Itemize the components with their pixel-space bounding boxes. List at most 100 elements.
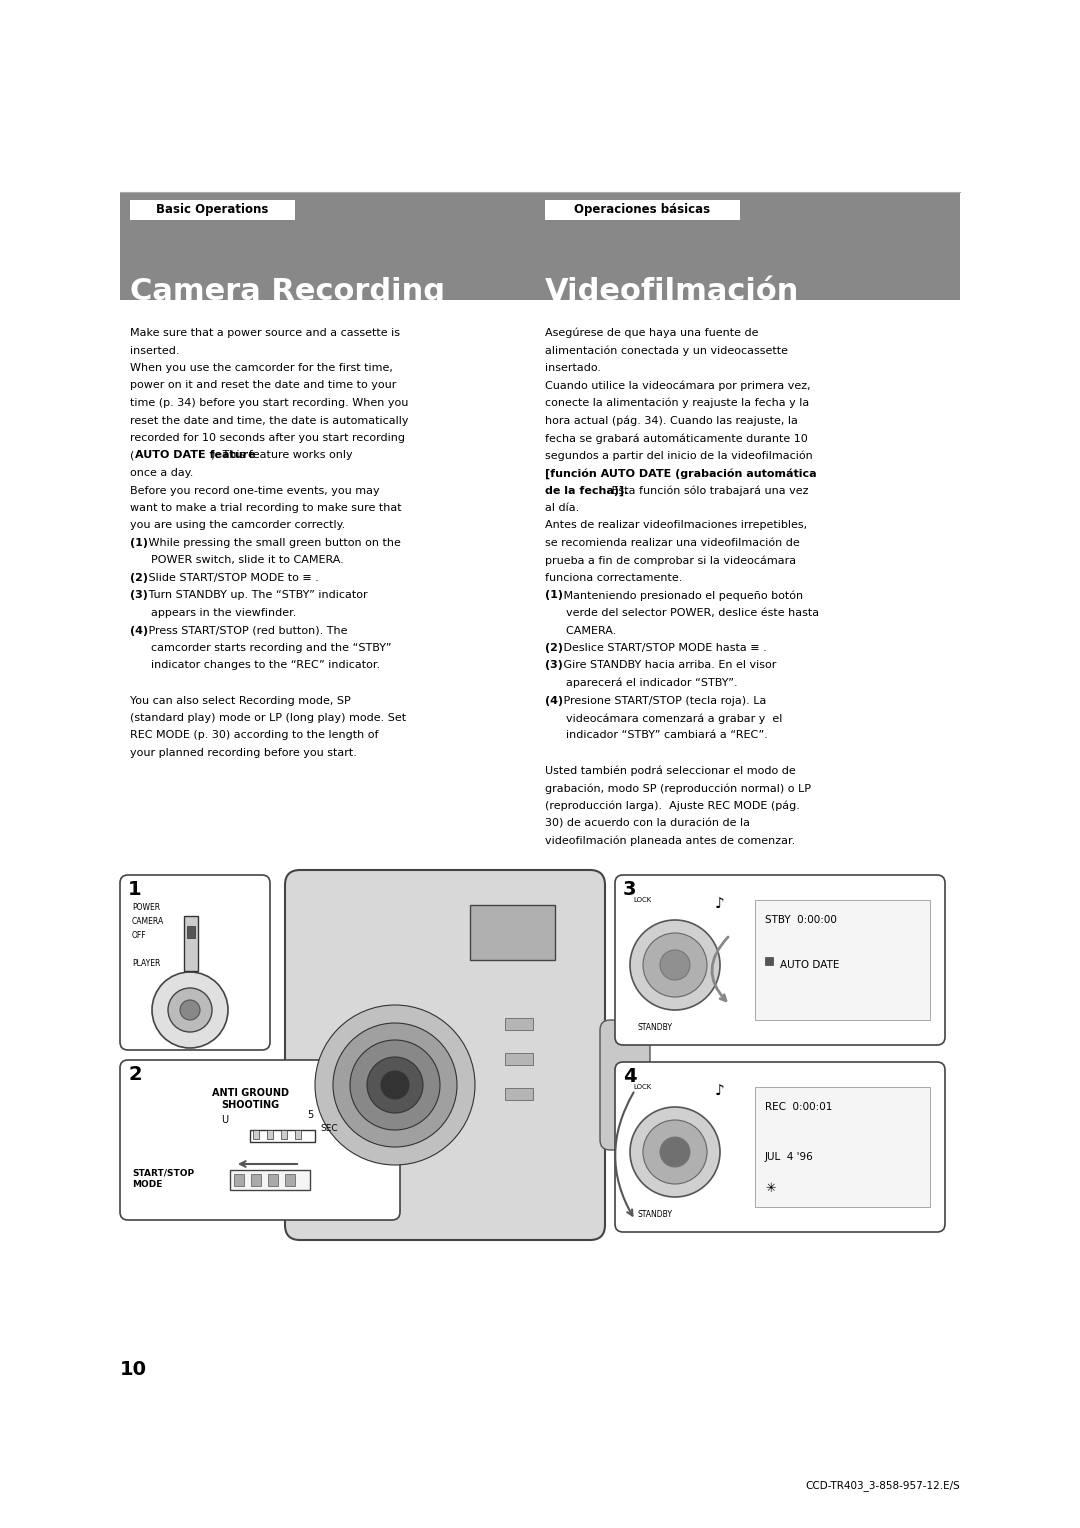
Text: (4): (4) (545, 695, 563, 706)
Text: Slide START/STOP MODE to ≡ .: Slide START/STOP MODE to ≡ . (145, 573, 319, 584)
Bar (470, 905, 555, 960)
Text: Gire STANDBY hacia arriba. En el visor: Gire STANDBY hacia arriba. En el visor (559, 660, 777, 671)
Bar (267, 1131, 273, 1138)
Text: Asegúrese de que haya una fuente de: Asegúrese de que haya una fuente de (545, 329, 758, 339)
Text: want to make a trial recording to make sure that: want to make a trial recording to make s… (130, 503, 402, 513)
Text: (: ( (130, 451, 134, 460)
Text: 1: 1 (129, 880, 141, 898)
Text: LOCK: LOCK (633, 1083, 651, 1089)
Bar (130, 200, 295, 220)
Circle shape (180, 999, 200, 1021)
Text: (3): (3) (545, 660, 563, 671)
Text: al día.: al día. (545, 503, 579, 513)
Text: camcorder starts recording and the “STBY”: camcorder starts recording and the “STBY… (130, 643, 391, 652)
Text: 5: 5 (307, 1109, 313, 1120)
Text: ). This feature works only: ). This feature works only (211, 451, 352, 460)
Text: JUL  4 '96: JUL 4 '96 (765, 1152, 813, 1161)
Text: CAMERA: CAMERA (132, 917, 164, 926)
FancyBboxPatch shape (120, 876, 270, 1050)
Text: Before you record one-time events, you may: Before you record one-time events, you m… (130, 486, 380, 495)
Text: segundos a partir del inicio de la videofilmación: segundos a partir del inicio de la video… (545, 451, 813, 461)
Text: recorded for 10 seconds after you start recording: recorded for 10 seconds after you start … (130, 432, 405, 443)
Bar (187, 926, 195, 938)
Text: POWER: POWER (132, 903, 160, 912)
Text: 3: 3 (623, 880, 636, 898)
Text: (2): (2) (130, 573, 148, 584)
Text: prueba a fin de comprobar si la videocámara: prueba a fin de comprobar si la videocám… (545, 556, 796, 565)
Text: START/STOP: START/STOP (132, 1167, 194, 1177)
Text: Esta función sólo trabajará una vez: Esta función sólo trabajará una vez (608, 486, 808, 497)
Bar (755, 900, 930, 1021)
Bar (755, 1086, 930, 1207)
Bar (765, 957, 773, 966)
Circle shape (381, 1071, 409, 1099)
Text: fecha se grabará automáticamente durante 10: fecha se grabará automáticamente durante… (545, 432, 808, 443)
Bar (249, 1131, 315, 1141)
Text: (2): (2) (545, 643, 563, 652)
Bar (285, 1174, 295, 1186)
Text: ♪: ♪ (715, 897, 725, 912)
Text: MODE: MODE (132, 1180, 162, 1189)
Bar (505, 1018, 534, 1030)
Text: indicator changes to the “REC” indicator.: indicator changes to the “REC” indicator… (130, 660, 380, 671)
Text: de la fecha)].: de la fecha)]. (545, 486, 629, 495)
Text: ✳: ✳ (765, 1183, 775, 1195)
Bar (251, 1174, 261, 1186)
Text: (1): (1) (545, 590, 563, 601)
Text: ANTI GROUND: ANTI GROUND (212, 1088, 288, 1099)
Text: U: U (221, 1115, 229, 1125)
Text: appears in the viewfinder.: appears in the viewfinder. (130, 608, 296, 617)
FancyBboxPatch shape (600, 1021, 650, 1151)
Text: STBY  0:00:00: STBY 0:00:00 (765, 915, 837, 924)
Text: STANDBY: STANDBY (637, 1210, 672, 1219)
Circle shape (660, 950, 690, 979)
Text: CCD-TR403_3-858-957-12.E/S: CCD-TR403_3-858-957-12.E/S (806, 1481, 960, 1491)
Text: Make sure that a power source and a cassette is: Make sure that a power source and a cass… (130, 329, 400, 338)
Text: funciona correctamente.: funciona correctamente. (545, 573, 683, 584)
Text: (reproducción larga).  Ajuste REC MODE (pág.: (reproducción larga). Ajuste REC MODE (p… (545, 801, 800, 811)
FancyBboxPatch shape (615, 1062, 945, 1232)
Text: When you use the camcorder for the first time,: When you use the camcorder for the first… (130, 364, 393, 373)
Text: 4: 4 (623, 1067, 636, 1086)
Circle shape (315, 1005, 475, 1164)
Text: AUTO DATE: AUTO DATE (780, 960, 839, 970)
Text: Usted también podrá seleccionar el modo de: Usted también podrá seleccionar el modo … (545, 766, 796, 776)
Text: power on it and reset the date and time to your: power on it and reset the date and time … (130, 380, 396, 391)
Circle shape (168, 989, 212, 1031)
Circle shape (643, 1120, 707, 1184)
Text: PLAYER: PLAYER (132, 960, 160, 969)
Circle shape (152, 972, 228, 1048)
Bar (253, 1131, 259, 1138)
Text: Camera Recording: Camera Recording (130, 278, 445, 307)
Text: You can also select Recording mode, SP: You can also select Recording mode, SP (130, 695, 351, 706)
Text: Videofilmación: Videofilmación (545, 278, 799, 307)
Text: you are using the camcorder correctly.: you are using the camcorder correctly. (130, 521, 346, 530)
Text: verde del selector POWER, deslice éste hasta: verde del selector POWER, deslice éste h… (545, 608, 819, 617)
Text: (standard play) mode or LP (long play) mode. Set: (standard play) mode or LP (long play) m… (130, 714, 406, 723)
Text: se recomienda realizar una videofilmación de: se recomienda realizar una videofilmació… (545, 538, 800, 549)
FancyBboxPatch shape (120, 1060, 400, 1219)
Text: Antes de realizar videofilmaciones irrepetibles,: Antes de realizar videofilmaciones irrep… (545, 521, 807, 530)
Text: (1): (1) (130, 538, 148, 549)
Circle shape (350, 1041, 440, 1131)
Text: POWER switch, slide it to CAMERA.: POWER switch, slide it to CAMERA. (130, 556, 343, 565)
Bar (295, 1131, 301, 1138)
Text: 30) de acuerdo con la duración de la: 30) de acuerdo con la duración de la (545, 817, 750, 828)
Text: SHOOTING: SHOOTING (221, 1100, 279, 1109)
Text: insertado.: insertado. (545, 364, 600, 373)
Text: aparecerá el indicador “STBY”.: aparecerá el indicador “STBY”. (545, 678, 738, 689)
Text: LOCK: LOCK (633, 897, 651, 903)
Text: REC MODE (p. 30) according to the length of: REC MODE (p. 30) according to the length… (130, 730, 378, 741)
Text: STANDBY: STANDBY (637, 1024, 672, 1031)
Circle shape (660, 1137, 690, 1167)
FancyBboxPatch shape (285, 869, 605, 1241)
Text: your planned recording before you start.: your planned recording before you start. (130, 749, 356, 758)
Text: SEC: SEC (320, 1125, 338, 1132)
Text: Presione START/STOP (tecla roja). La: Presione START/STOP (tecla roja). La (559, 695, 766, 706)
Text: 2: 2 (129, 1065, 141, 1083)
Circle shape (630, 1106, 720, 1196)
Text: Turn STANDBY up. The “STBY” indicator: Turn STANDBY up. The “STBY” indicator (145, 590, 367, 601)
Bar (234, 1174, 244, 1186)
Text: Cuando utilice la videocámara por primera vez,: Cuando utilice la videocámara por primer… (545, 380, 811, 391)
Text: Operaciones básicas: Operaciones básicas (575, 203, 711, 217)
